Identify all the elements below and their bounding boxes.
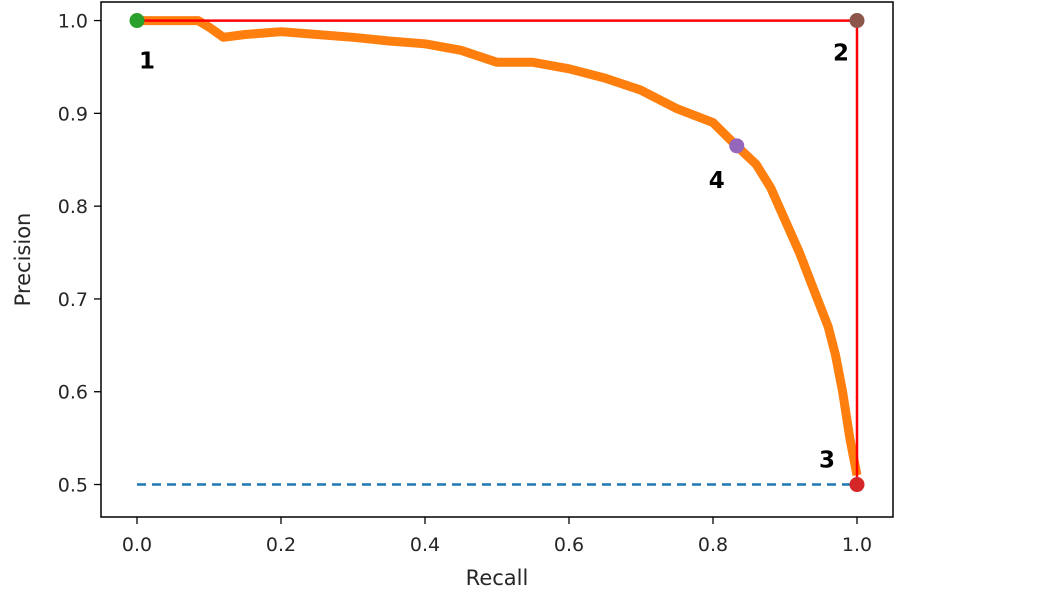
y-axis: 0.5 0.6 0.7 0.8 0.9 1.0 (58, 11, 101, 497)
y-axis-label: Precision (11, 213, 35, 307)
point-label-3: 3 (819, 448, 835, 474)
x-tick-label: 0.6 (554, 534, 584, 556)
pr-curve-line (137, 16, 862, 477)
x-tick-label: 1.0 (842, 534, 872, 556)
point-label-2: 2 (833, 41, 849, 67)
point-marker-4 (729, 138, 745, 154)
point-label-1: 1 (139, 49, 155, 75)
point-marker-2 (849, 13, 865, 29)
ideal-curve-line (137, 19, 859, 485)
plot-frame (100, 1, 894, 518)
x-axis-label: Recall (466, 566, 529, 590)
x-tick-label: 0.0 (122, 534, 152, 556)
y-tick-label: 1.0 (58, 11, 88, 33)
x-tick-label: 0.4 (410, 534, 440, 556)
plot-area: 1 2 3 4 (129, 13, 865, 493)
y-tick-label: 0.8 (58, 196, 88, 218)
x-tick-label: 0.8 (698, 534, 728, 556)
y-tick-label: 0.6 (58, 382, 88, 404)
point-label-4: 4 (709, 168, 725, 194)
y-tick-label: 0.5 (58, 475, 88, 497)
x-tick-label: 0.2 (266, 534, 296, 556)
y-tick-label: 0.9 (58, 103, 88, 125)
y-tick-label: 0.7 (58, 289, 88, 311)
x-axis: 0.0 0.2 0.4 0.6 0.8 1.0 (122, 517, 872, 556)
point-marker-3 (849, 477, 865, 493)
point-marker-1 (129, 13, 145, 29)
